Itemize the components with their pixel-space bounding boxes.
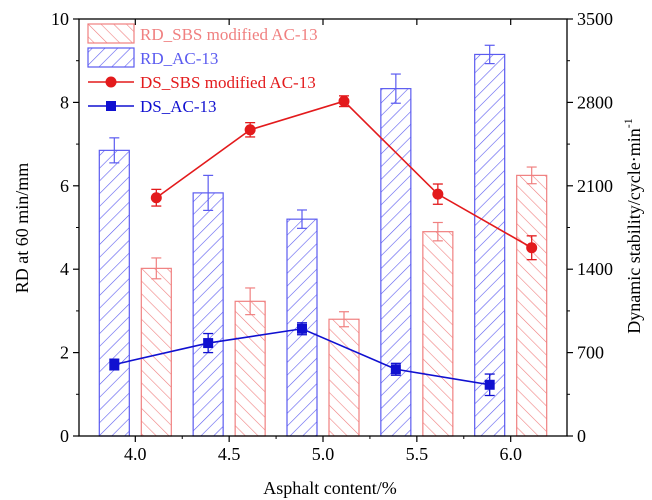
y-axis-right-title-sup: -1: [621, 118, 635, 128]
y-left-tick-label: 4: [60, 259, 69, 279]
legend-label: RD_AC-13: [140, 49, 218, 68]
y-left-tick-label: 2: [60, 343, 69, 363]
legend-marker-circle: [105, 76, 117, 88]
point-ds-ac13-5.5: [390, 364, 401, 375]
point-ds-ac13-5.0: [297, 323, 307, 334]
x-tick-label: 4.0: [124, 444, 147, 464]
point-ds-sbs-6.0: [526, 242, 538, 254]
bar-rd-sbs-4.5: [234, 300, 266, 437]
bar-rd-ac13-5.5: [380, 88, 412, 437]
x-tick-label: 5.5: [406, 444, 429, 464]
x-axis-title: Asphalt content/%: [263, 478, 396, 498]
y-right-tick-label: 1400: [577, 259, 613, 279]
point-ds-sbs-5.5: [432, 188, 444, 200]
bar-rd-ac13-4.5: [192, 192, 224, 437]
bars-layer: [98, 44, 548, 437]
x-tick-label: 6.0: [499, 444, 522, 464]
bar-rd-sbs-5.0: [328, 318, 360, 437]
y-left-tick-label: 6: [60, 176, 69, 196]
point-ds-sbs-4.0: [150, 192, 162, 204]
axes-layer: 4.0 4.5 5.0 5.5 6.0 0 2 4 6 8 10 0 700 1400 2100 2800 35…: [51, 9, 613, 464]
legend-label: DS_AC-13: [140, 97, 217, 116]
y-right-tick-label: 2800: [577, 92, 613, 112]
legend-label: RD_SBS modified AC-13: [140, 25, 318, 44]
bar-rd-sbs-5.5: [422, 231, 454, 437]
point-ds-sbs-4.5: [244, 124, 256, 136]
legend-label: DS_SBS modified AC-13: [140, 73, 316, 92]
y-right-tick-label: 0: [577, 426, 586, 446]
legend: RD_SBS modified AC-13 RD_AC-13 DS_SBS modi…: [87, 23, 318, 116]
y-left-tick-label: 10: [51, 9, 69, 29]
y-axis-left-title: RD at 60 min/mm: [12, 163, 32, 294]
bar-rd-sbs-6.0: [516, 174, 548, 437]
y-right-tick-label: 2100: [577, 176, 613, 196]
y-right-tick-label: 700: [577, 343, 604, 363]
lines-layer: [109, 95, 538, 397]
legend-swatch-bar: [87, 47, 135, 68]
x-tick-label: 4.5: [218, 444, 241, 464]
point-ds-ac13-6.0: [484, 379, 495, 390]
legend-swatch-bar: [87, 23, 135, 44]
y-axis-right-title-main: Dynamic stability/cycle·min: [624, 128, 644, 333]
point-ds-ac13-4.0: [109, 359, 120, 370]
y-left-tick-label: 8: [60, 92, 69, 112]
bar-rd-ac13-4.0: [98, 149, 130, 437]
legend-marker-square: [106, 101, 116, 111]
x-tick-label: 5.0: [312, 444, 335, 464]
y-axis-right-title: Dynamic stability/cycle·min-1: [621, 118, 644, 333]
y-right-tick-label: 3500: [577, 9, 613, 29]
y-left-tick-label: 0: [60, 426, 69, 446]
point-ds-ac13-4.5: [203, 338, 214, 349]
point-ds-sbs-5.0: [338, 95, 350, 107]
